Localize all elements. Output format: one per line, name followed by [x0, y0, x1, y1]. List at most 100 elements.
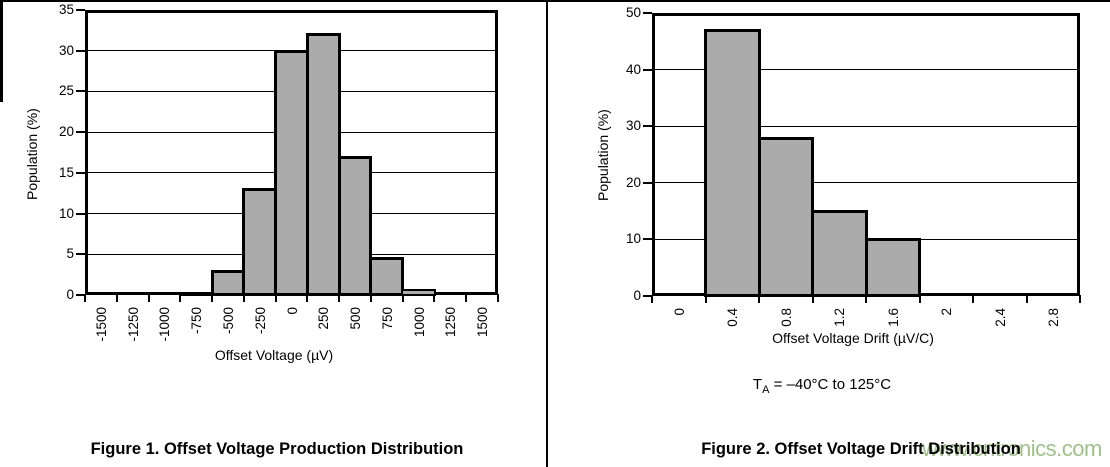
- histogram-bar: [305, 33, 341, 296]
- x-axis-tick: [865, 295, 867, 303]
- histogram-bar: [337, 155, 373, 296]
- y-axis-tick: [76, 49, 85, 52]
- x-tick-label: 1.2: [832, 308, 848, 327]
- figure2-caption: Figure 2. Offset Voltage Drift Distribut…: [701, 440, 1021, 458]
- figure1-caption: Figure 1. Offset Voltage Production Dist…: [90, 440, 464, 458]
- y-tick-label: 40: [625, 61, 641, 77]
- x-axis-tick: [972, 295, 974, 303]
- x-tick-label: 2: [939, 308, 955, 316]
- y-tick-label: 20: [58, 124, 74, 140]
- x-tick-label: 500: [348, 307, 364, 330]
- histogram-bar: [401, 289, 436, 296]
- y-axis-tick: [643, 181, 652, 184]
- x-tick-label: 0: [671, 308, 687, 316]
- website-watermark: www.cntronics.com: [922, 436, 1102, 461]
- x-tick-label: 0.8: [778, 308, 794, 327]
- y-tick-label: 0: [633, 288, 641, 303]
- figure1-y-axis-title: Population (%): [24, 108, 40, 200]
- x-tick-label: -250: [252, 307, 268, 335]
- x-axis-tick: [211, 294, 214, 302]
- x-axis-tick: [758, 295, 760, 303]
- y-tick-label: 30: [625, 118, 641, 134]
- y-axis-tick: [76, 9, 85, 11]
- x-tick-label: -1500: [93, 307, 109, 342]
- x-tick-label: 0: [284, 307, 300, 315]
- x-axis-tick: [115, 294, 118, 302]
- x-tick-label: -500: [220, 307, 236, 335]
- y-tick-label: 0: [66, 287, 74, 302]
- x-axis-tick: [84, 294, 86, 302]
- histogram-bar: [811, 210, 868, 297]
- x-axis-tick: [147, 294, 150, 302]
- y-axis-tick: [76, 212, 85, 215]
- y-axis-tick: [643, 68, 652, 71]
- x-axis-tick: [1079, 295, 1081, 303]
- x-axis-tick: [918, 295, 921, 303]
- x-tick-label: 0.4: [725, 308, 741, 327]
- histogram-bar: [704, 28, 761, 297]
- x-tick-label: -1000: [157, 307, 173, 342]
- y-tick-label: 25: [58, 83, 74, 99]
- histogram-bar: [210, 269, 246, 296]
- histogram-bar: [864, 238, 921, 297]
- x-axis-tick: [338, 294, 341, 302]
- y-axis-tick: [76, 171, 85, 174]
- y-axis-tick: [643, 12, 652, 14]
- y-axis-tick: [76, 294, 85, 296]
- histogram-bar: [274, 49, 309, 296]
- histogram-bar: [242, 188, 278, 296]
- y-tick-label: 20: [625, 174, 641, 190]
- x-axis-tick: [274, 294, 277, 302]
- y-axis-tick: [76, 90, 85, 93]
- figure2-y-axis-title: Population (%): [595, 109, 611, 201]
- figure2-x-axis-title: Offset Voltage Drift (µV/C): [772, 330, 934, 346]
- x-axis-tick: [306, 294, 309, 302]
- y-tick-label: 10: [625, 231, 641, 247]
- y-axis-tick: [76, 131, 85, 134]
- figure2-temperature-note: TA = –40°C to 125°C: [753, 376, 891, 396]
- gridline: [654, 125, 1078, 127]
- x-tick-label: -1250: [125, 307, 141, 342]
- x-tick-label: 250: [316, 307, 332, 330]
- x-tick-label: -750: [189, 307, 205, 335]
- note-text: = –40°C to 125°C: [769, 376, 892, 393]
- y-tick-label: 30: [58, 42, 74, 58]
- y-tick-label: 50: [625, 5, 641, 20]
- x-tick-label: 750: [379, 307, 395, 330]
- x-axis-tick: [179, 294, 182, 302]
- y-axis-tick: [76, 253, 85, 256]
- y-tick-label: 15: [58, 164, 74, 180]
- left-border-line: [0, 0, 3, 102]
- x-axis-tick: [811, 295, 814, 303]
- x-tick-label: 1.6: [885, 308, 901, 327]
- x-tick-label: 2.8: [1046, 308, 1062, 327]
- x-axis-tick: [242, 294, 245, 302]
- x-axis-tick: [1025, 295, 1028, 303]
- x-axis-tick: [433, 294, 436, 302]
- x-axis-tick: [704, 295, 707, 303]
- x-axis-tick: [369, 294, 372, 302]
- gridline: [654, 182, 1078, 184]
- histogram-bar: [757, 136, 814, 297]
- x-axis-tick: [401, 294, 404, 302]
- note-subscript: A: [762, 384, 770, 396]
- y-axis-tick: [643, 238, 652, 241]
- histogram-bar: [178, 291, 214, 296]
- x-tick-label: 1000: [411, 307, 427, 338]
- figure1-x-axis-title: Offset Voltage (µV): [214, 347, 334, 363]
- y-axis-tick: [643, 295, 652, 297]
- x-tick-label: 1250: [443, 307, 459, 338]
- x-axis-tick: [651, 295, 653, 303]
- x-tick-label: 1500: [475, 307, 491, 338]
- y-tick-label: 5: [66, 246, 74, 262]
- x-axis-tick: [497, 294, 499, 302]
- y-tick-label: 35: [58, 2, 74, 17]
- gridline: [654, 69, 1078, 71]
- panel-divider-line: [546, 0, 548, 467]
- y-axis-tick: [643, 125, 652, 128]
- x-axis-tick: [465, 294, 468, 302]
- histogram-bar: [369, 257, 405, 296]
- top-border-line: [0, 0, 1110, 2]
- x-tick-label: 2.4: [992, 308, 1008, 327]
